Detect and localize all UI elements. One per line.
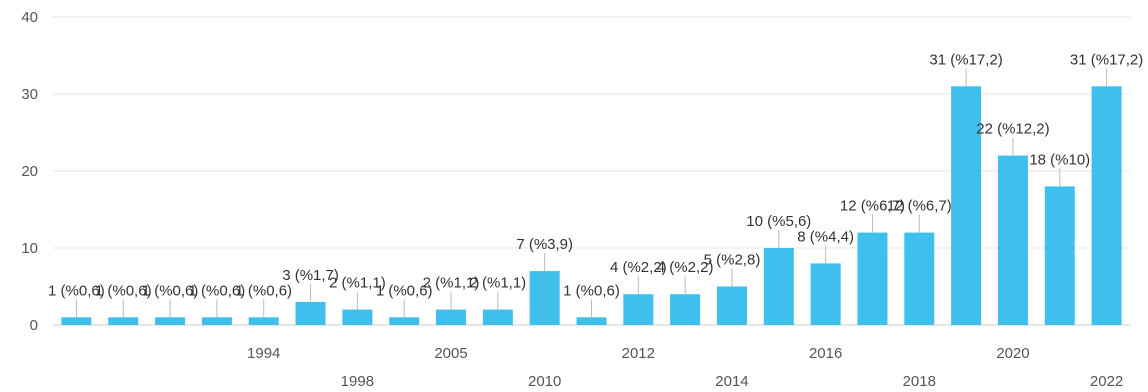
x-tick-label: 2010 (528, 373, 561, 390)
bar (763, 248, 794, 325)
data-labels: 1 (%0,6)1 (%0,6)1 (%0,6)1 (%0,6)1 (%0,6)… (48, 51, 1143, 318)
x-tick-label: 2018 (903, 373, 936, 390)
bar (61, 317, 92, 325)
grid-lines (53, 16, 1130, 326)
data-label: 2 (%1,1) (423, 275, 480, 292)
bar (1091, 86, 1122, 325)
bar (201, 317, 232, 325)
data-label: 18 (%10) (1029, 151, 1090, 168)
data-label: 31 (%17,2) (929, 51, 1002, 68)
bar (436, 309, 467, 325)
data-label: 2 (%1,1) (329, 275, 386, 292)
data-label: 7 (%3,9) (516, 236, 573, 253)
x-tick-label: 2005 (434, 345, 467, 362)
bar (342, 309, 373, 325)
y-axis-ticks: 0 10 20 30 40 (21, 9, 38, 334)
data-label: 1 (%0,6) (48, 282, 105, 299)
x-axis-ticks: 1994 1998 2005 2010 2012 2014 2016 2018 2020 2022 (247, 345, 1123, 390)
bar (670, 294, 701, 325)
data-label: 1 (%0,6) (235, 282, 292, 299)
data-label: 22 (%12,2) (976, 121, 1049, 138)
data-label: 31 (%17,2) (1070, 51, 1143, 68)
x-tick-label: 1994 (247, 345, 280, 362)
data-label: 10 (%5,6) (746, 213, 811, 230)
x-tick-label: 2020 (996, 345, 1029, 362)
data-label: 1 (%0,6) (189, 282, 246, 299)
data-label: 3 (%1,7) (282, 267, 339, 284)
bar (482, 309, 513, 325)
data-label: 2 (%1,1) (469, 275, 526, 292)
bar (1044, 186, 1075, 325)
data-label: 1 (%0,6) (95, 282, 152, 299)
y-tick-label: 20 (21, 163, 38, 180)
data-label: 8 (%4,4) (797, 228, 854, 245)
x-tick-label: 2014 (715, 373, 748, 390)
data-label: 12 (%6,7) (840, 198, 905, 215)
bar (248, 317, 279, 325)
x-tick-label: 2016 (809, 345, 842, 362)
bar (810, 263, 841, 325)
bar (389, 317, 420, 325)
data-label: 1 (%0,6) (376, 282, 433, 299)
bar (904, 232, 935, 325)
x-tick-label: 1998 (341, 373, 374, 390)
data-label: 5 (%2,8) (704, 252, 761, 269)
y-tick-label: 0 (30, 317, 38, 334)
bar (295, 301, 326, 325)
x-tick-label: 2022 (1090, 373, 1123, 390)
bar (857, 232, 888, 325)
bar (155, 317, 186, 325)
data-label: 4 (%2,2) (610, 259, 667, 276)
bars (61, 86, 1122, 325)
y-tick-label: 30 (21, 86, 38, 103)
bar (997, 155, 1028, 325)
x-tick-label: 2012 (622, 345, 655, 362)
bar (623, 294, 654, 325)
bar (716, 286, 747, 325)
data-label: 12 (%6,7) (887, 198, 952, 215)
data-label: 1 (%0,6) (563, 282, 620, 299)
y-tick-label: 10 (21, 240, 38, 257)
bar (951, 86, 982, 325)
bar (108, 317, 139, 325)
bar (529, 271, 560, 325)
data-label: 4 (%2,2) (657, 259, 714, 276)
data-label: 1 (%0,6) (142, 282, 199, 299)
y-tick-label: 40 (21, 9, 38, 26)
bar (576, 317, 607, 325)
